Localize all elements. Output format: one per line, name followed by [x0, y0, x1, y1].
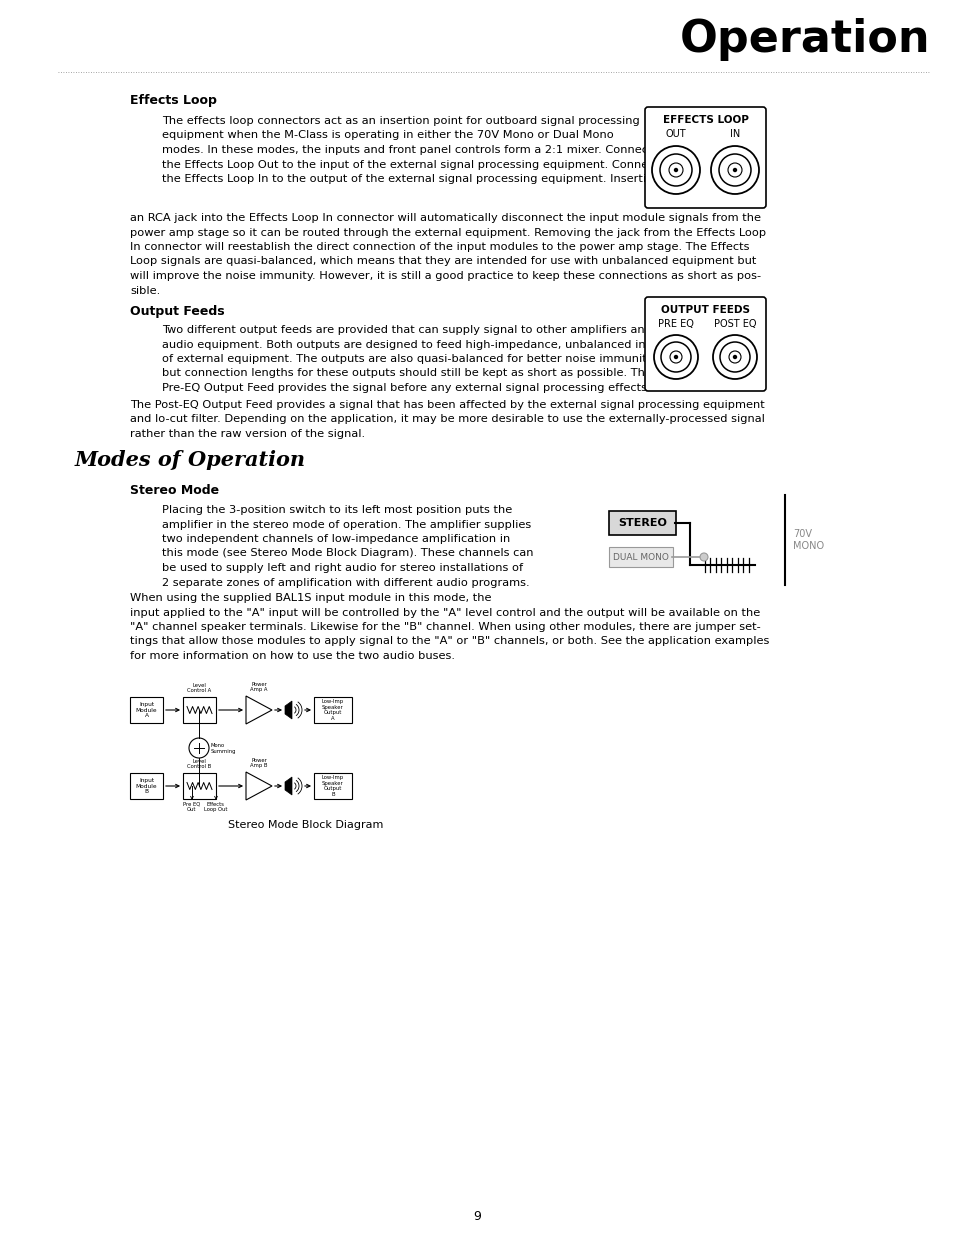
Polygon shape — [285, 701, 292, 719]
Text: Low-Imp
Speaker
Output
B: Low-Imp Speaker Output B — [321, 776, 344, 797]
Polygon shape — [246, 772, 272, 800]
Text: Pre-EQ Output Feed provides the signal before any external signal processing eff: Pre-EQ Output Feed provides the signal b… — [162, 383, 661, 393]
Text: 9: 9 — [473, 1210, 480, 1223]
Circle shape — [700, 553, 707, 561]
Text: Modes of Operation: Modes of Operation — [75, 450, 306, 471]
Text: Input
Module
A: Input Module A — [135, 701, 157, 719]
Circle shape — [189, 739, 209, 758]
Text: Stereo Mode: Stereo Mode — [130, 484, 219, 496]
Text: equipment when the M-Class is operating in either the 70V Mono or Dual Mono: equipment when the M-Class is operating … — [162, 131, 613, 141]
Text: Operation: Operation — [679, 19, 929, 61]
Text: PRE EQ: PRE EQ — [658, 319, 693, 329]
Text: tings that allow those modules to apply signal to the "A" or "B" channels, or bo: tings that allow those modules to apply … — [130, 636, 768, 646]
Text: The Post-EQ Output Feed provides a signal that has been affected by the external: The Post-EQ Output Feed provides a signa… — [130, 400, 764, 410]
Text: for more information on how to use the two audio buses.: for more information on how to use the t… — [130, 651, 455, 661]
Text: Low-Imp
Speaker
Output
A: Low-Imp Speaker Output A — [321, 699, 344, 720]
Text: audio equipment. Both outputs are designed to feed high-impedance, unbalanced in: audio equipment. Both outputs are design… — [162, 340, 670, 350]
FancyBboxPatch shape — [314, 773, 352, 799]
Text: will improve the noise immunity. However, it is still a good practice to keep th: will improve the noise immunity. However… — [130, 270, 760, 282]
Text: When using the supplied BAL1S input module in this mode, the: When using the supplied BAL1S input modu… — [130, 593, 491, 603]
Text: amplifier in the stereo mode of operation. The amplifier supplies: amplifier in the stereo mode of operatio… — [162, 520, 531, 530]
Text: DUAL MONO: DUAL MONO — [613, 552, 668, 562]
Text: Effects
Loop Out: Effects Loop Out — [204, 802, 228, 813]
FancyBboxPatch shape — [644, 296, 765, 391]
Text: In connector will reestablish the direct connection of the input modules to the : In connector will reestablish the direct… — [130, 242, 749, 252]
Text: power amp stage so it can be routed through the external equipment. Removing the: power amp stage so it can be routed thro… — [130, 227, 765, 237]
Text: Effects Loop: Effects Loop — [130, 94, 216, 107]
Text: Loop signals are quasi-balanced, which means that they are intended for use with: Loop signals are quasi-balanced, which m… — [130, 257, 756, 267]
FancyBboxPatch shape — [130, 697, 163, 722]
Text: the Effects Loop In to the output of the external signal processing equipment. I: the Effects Loop In to the output of the… — [162, 174, 659, 184]
Circle shape — [674, 168, 677, 172]
Text: STEREO: STEREO — [618, 517, 666, 529]
Text: OUT: OUT — [665, 128, 685, 140]
Text: The effects loop connectors act as an insertion point for outboard signal proces: The effects loop connectors act as an in… — [162, 116, 639, 126]
Text: Pre EQ
Out: Pre EQ Out — [183, 802, 200, 813]
Text: rather than the raw version of the signal.: rather than the raw version of the signa… — [130, 429, 365, 438]
Text: modes. In these modes, the inputs and front panel controls form a 2:1 mixer. Con: modes. In these modes, the inputs and fr… — [162, 144, 652, 156]
Text: sible.: sible. — [130, 285, 160, 295]
Text: Input
Module
B: Input Module B — [135, 778, 157, 794]
FancyBboxPatch shape — [183, 773, 215, 799]
Text: IN: IN — [729, 128, 740, 140]
Text: of external equipment. The outputs are also quasi-balanced for better noise immu: of external equipment. The outputs are a… — [162, 354, 657, 364]
Polygon shape — [246, 697, 272, 724]
Circle shape — [733, 168, 736, 172]
Circle shape — [733, 356, 736, 358]
Text: this mode (see Stereo Mode Block Diagram). These channels can: this mode (see Stereo Mode Block Diagram… — [162, 548, 533, 558]
Text: Output Feeds: Output Feeds — [130, 305, 224, 317]
Text: Mono
Summing: Mono Summing — [211, 743, 236, 753]
Text: 70V
MONO: 70V MONO — [792, 529, 823, 551]
Text: and lo-cut filter. Depending on the application, it may be more desirable to use: and lo-cut filter. Depending on the appl… — [130, 415, 764, 425]
FancyBboxPatch shape — [644, 107, 765, 207]
Text: the Effects Loop Out to the input of the external signal processing equipment. C: the Effects Loop Out to the input of the… — [162, 159, 659, 169]
Text: Two different output feeds are provided that can supply signal to other amplifie: Two different output feeds are provided … — [162, 325, 651, 335]
Text: input applied to the "A" input will be controlled by the "A" level control and t: input applied to the "A" input will be c… — [130, 608, 760, 618]
FancyBboxPatch shape — [608, 547, 672, 567]
Polygon shape — [285, 777, 292, 795]
Text: OUTPUT FEEDS: OUTPUT FEEDS — [660, 305, 749, 315]
FancyBboxPatch shape — [183, 697, 215, 722]
FancyBboxPatch shape — [130, 773, 163, 799]
Text: Level
Control B: Level Control B — [187, 758, 212, 769]
Text: Placing the 3-position switch to its left most position puts the: Placing the 3-position switch to its lef… — [162, 505, 512, 515]
Circle shape — [674, 356, 677, 358]
FancyBboxPatch shape — [608, 511, 676, 535]
Text: Level
Control A: Level Control A — [187, 683, 212, 693]
Text: "A" channel speaker terminals. Likewise for the "B" channel. When using other mo: "A" channel speaker terminals. Likewise … — [130, 622, 760, 632]
Text: be used to supply left and right audio for stereo installations of: be used to supply left and right audio f… — [162, 563, 522, 573]
Text: two independent channels of low-impedance amplification in: two independent channels of low-impedanc… — [162, 534, 510, 543]
Text: but connection lengths for these outputs should still be kept as short as possib: but connection lengths for these outputs… — [162, 368, 651, 378]
Text: 2 separate zones of amplification with different audio programs.: 2 separate zones of amplification with d… — [162, 578, 529, 588]
Text: Power
Amp A: Power Amp A — [250, 682, 268, 692]
Text: EFFECTS LOOP: EFFECTS LOOP — [662, 115, 748, 125]
Text: an RCA jack into the Effects Loop In connector will automatically disconnect the: an RCA jack into the Effects Loop In con… — [130, 212, 760, 224]
FancyBboxPatch shape — [314, 697, 352, 722]
Text: Power
Amp B: Power Amp B — [250, 757, 268, 768]
Text: POST EQ: POST EQ — [713, 319, 756, 329]
Text: Stereo Mode Block Diagram: Stereo Mode Block Diagram — [228, 820, 383, 830]
